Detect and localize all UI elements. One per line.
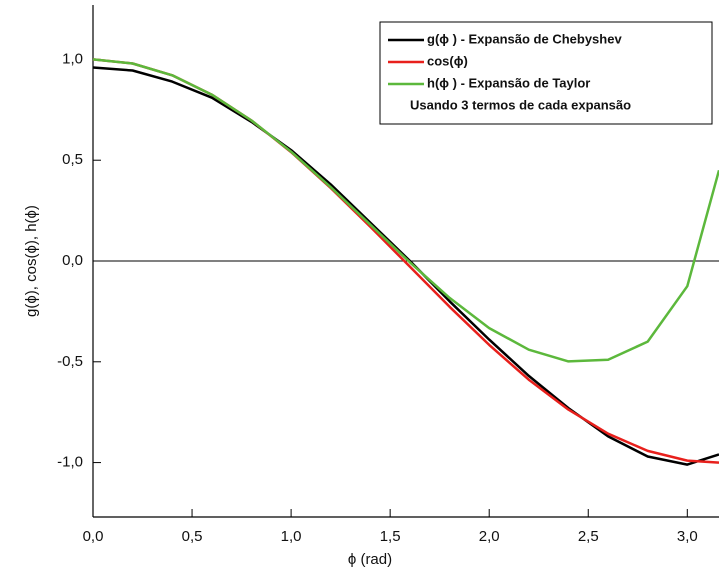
x-axis-label: ϕ (rad) — [348, 551, 392, 568]
series-line — [92, 66, 719, 466]
y-axis-label: g(ϕ), cos(ϕ), h(ϕ) — [23, 205, 40, 317]
x-tick-label: 0,5 — [182, 528, 203, 545]
x-tick-label: 3,0 — [677, 528, 698, 545]
x-tick-label: 1,0 — [281, 528, 302, 545]
x-tick-label: 2,5 — [578, 528, 599, 545]
y-tick-label: 1,0 — [62, 50, 83, 67]
y-tick-label: -1,0 — [57, 454, 83, 471]
x-tick-label: 1,5 — [380, 528, 401, 545]
annotation: Usando 3 termos de cada expansão — [410, 97, 631, 112]
legend-box — [379, 21, 713, 125]
y-tick-label: 0,5 — [62, 151, 83, 168]
legend-label: cos(ϕ) — [427, 53, 468, 68]
y-tick-label: 0,0 — [62, 252, 83, 269]
y-tick-label: -0,5 — [57, 353, 83, 370]
series-line — [92, 58, 719, 363]
x-tick-label: 0,0 — [83, 528, 104, 545]
legend-label: h(ϕ ) - Expansão de Taylor — [427, 75, 590, 90]
x-tick-label: 2,0 — [479, 528, 500, 545]
legend-label: g(ϕ ) - Expansão de Chebyshev — [427, 31, 622, 46]
